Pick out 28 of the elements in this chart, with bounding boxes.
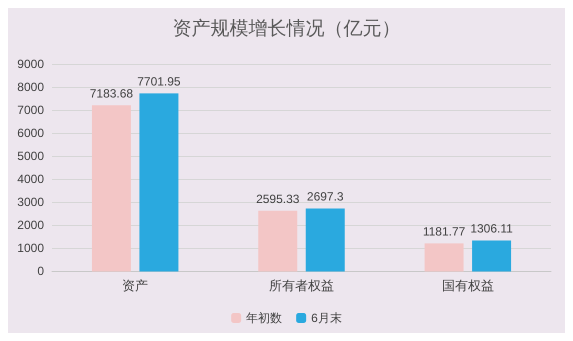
data-label: 2697.3: [306, 189, 344, 204]
y-tick-label: 0: [37, 264, 44, 278]
bar: [258, 210, 298, 272]
y-tick-label: 8000: [17, 80, 44, 94]
legend-label: 年初数: [246, 311, 282, 325]
y-tick-label: 7000: [17, 103, 44, 117]
x-tick-label: 国有权益: [442, 278, 494, 293]
y-tick-label: 3000: [17, 195, 44, 209]
bar: [139, 93, 178, 272]
chart-title: 资产规模增长情况（亿元）: [172, 18, 400, 40]
y-tick-label: 4000: [17, 172, 44, 186]
data-label: 1306.11: [470, 221, 514, 236]
y-tick-label: 1000: [17, 241, 44, 255]
data-label: 1181.77: [422, 224, 466, 238]
bar: [424, 243, 464, 272]
x-tick-label: 所有者权益: [269, 278, 334, 293]
data-label: 7701.95: [137, 74, 181, 88]
y-tick-label: 5000: [17, 149, 44, 163]
data-label: 7183.68: [90, 86, 134, 100]
y-tick-label: 2000: [17, 218, 44, 232]
y-tick-label: 9000: [17, 57, 44, 71]
x-tick-label: 资产: [122, 278, 148, 293]
legend-label: 6月末: [311, 311, 342, 325]
bar: [472, 240, 512, 272]
bar: [306, 208, 345, 272]
bar: [92, 105, 131, 272]
data-label: 2595.33: [256, 192, 300, 206]
y-tick-label: 6000: [17, 126, 44, 140]
